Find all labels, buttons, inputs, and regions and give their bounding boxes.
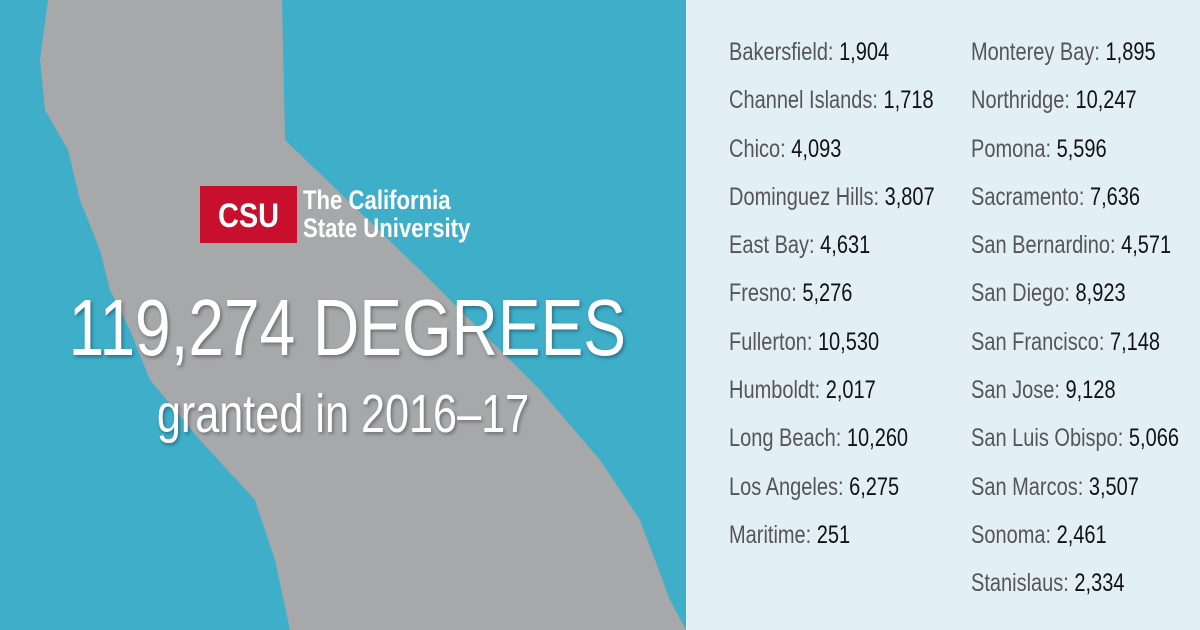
campus-degrees: 4,093 bbox=[791, 134, 842, 163]
campus-name: San Diego: bbox=[971, 279, 1070, 308]
campus-row: Pomona: 5,596 bbox=[971, 131, 1179, 179]
campus-name: Channel Islands: bbox=[729, 86, 878, 115]
campus-degrees: 2,017 bbox=[825, 376, 876, 405]
campus-degrees: 10,530 bbox=[817, 327, 880, 356]
campus-row: Sonoma: 2,461 bbox=[971, 517, 1179, 565]
campus-degrees: 5,276 bbox=[802, 279, 853, 308]
campus-name: Maritime: bbox=[729, 520, 812, 549]
campus-name: East Bay: bbox=[729, 231, 815, 260]
campus-degrees: 7,148 bbox=[1109, 327, 1161, 356]
campus-name: San Bernardino: bbox=[971, 231, 1116, 260]
campus-row: San Francisco: 7,148 bbox=[971, 324, 1179, 372]
campus-degrees: 2,461 bbox=[1056, 520, 1107, 549]
campus-column: Bakersfield: 1,904 Channel Islands: 1,718… bbox=[729, 34, 986, 565]
campus-row: Fullerton: 10,530 bbox=[729, 324, 935, 372]
campus-name: Humboldt: bbox=[729, 376, 821, 405]
campus-name: Stanislaus: bbox=[971, 569, 1069, 598]
subheadline: granted in 2016–17 bbox=[156, 384, 530, 444]
campus-row: Fresno: 5,276 bbox=[729, 275, 935, 323]
campus-name: Fresno: bbox=[729, 279, 797, 308]
campus-name: San Jose: bbox=[971, 376, 1060, 405]
campus-degrees: 5,596 bbox=[1056, 134, 1107, 163]
campus-degrees: 1,718 bbox=[883, 86, 934, 115]
campus-name: Dominguez Hills: bbox=[729, 182, 880, 211]
campus-name: Northridge: bbox=[971, 86, 1070, 115]
campus-degrees: 2,334 bbox=[1074, 569, 1125, 598]
campus-name: Long Beach: bbox=[729, 424, 842, 453]
campus-name: Chico: bbox=[729, 134, 786, 163]
campus-row: San Luis Obispo: 5,066 bbox=[971, 420, 1179, 468]
campus-degrees: 4,631 bbox=[820, 231, 871, 260]
campus-row: Chico: 4,093 bbox=[729, 131, 935, 179]
campus-row: East Bay: 4,631 bbox=[729, 227, 935, 275]
campus-degrees: 251 bbox=[816, 520, 851, 549]
california-shape bbox=[40, 0, 686, 630]
campus-row: San Diego: 8,923 bbox=[971, 275, 1179, 323]
campus-row: Channel Islands: 1,718 bbox=[729, 82, 935, 130]
campus-row: Long Beach: 10,260 bbox=[729, 420, 935, 468]
logo-line: The California bbox=[303, 185, 451, 215]
campus-row: Northridge: 10,247 bbox=[971, 82, 1179, 130]
campus-name: Fullerton: bbox=[729, 327, 813, 356]
campus-row: San Marcos: 3,507 bbox=[971, 469, 1179, 517]
campus-degrees: 10,260 bbox=[846, 424, 909, 453]
campus-name: Sonoma: bbox=[971, 520, 1052, 549]
campus-degrees: 3,807 bbox=[884, 182, 935, 211]
hero-panel: CSU The California State University 119,… bbox=[0, 0, 686, 630]
campus-name: San Marcos: bbox=[971, 472, 1084, 501]
campus-degrees: 9,128 bbox=[1065, 376, 1116, 405]
campus-name: Pomona: bbox=[971, 134, 1052, 163]
campus-degrees: 1,895 bbox=[1105, 38, 1156, 66]
campus-degrees: 3,507 bbox=[1088, 472, 1139, 501]
campus-row: Bakersfield: 1,904 bbox=[729, 34, 935, 82]
campus-row: Dominguez Hills: 3,807 bbox=[729, 179, 935, 227]
campus-column: Monterey Bay: 1,895 Northridge: 10,247 Pom… bbox=[971, 34, 1200, 614]
campus-row: Los Angeles: 6,275 bbox=[729, 469, 935, 517]
campus-name: San Francisco: bbox=[971, 327, 1105, 356]
campus-name: San Luis Obispo: bbox=[971, 424, 1124, 453]
headline: 119,274 DEGREES bbox=[68, 283, 626, 372]
campus-row: Maritime: 251 bbox=[729, 517, 935, 565]
campus-degrees: 8,923 bbox=[1075, 279, 1126, 308]
campus-degrees: 5,066 bbox=[1128, 424, 1179, 453]
logo-badge: CSU bbox=[200, 186, 297, 243]
campus-name: Los Angeles: bbox=[729, 472, 844, 501]
campus-row: San Bernardino: 4,571 bbox=[971, 227, 1179, 275]
campus-row: San Jose: 9,128 bbox=[971, 372, 1179, 420]
campus-degrees: 4,571 bbox=[1121, 231, 1172, 260]
campus-degrees: 1,904 bbox=[839, 38, 890, 66]
campus-degrees: 6,275 bbox=[849, 472, 900, 501]
logo-name: The California State University bbox=[303, 186, 470, 242]
campus-row: Humboldt: 2,017 bbox=[729, 372, 935, 420]
state-map bbox=[40, 0, 686, 630]
campus-name: Sacramento: bbox=[971, 182, 1085, 211]
campus-row: Stanislaus: 2,334 bbox=[971, 565, 1179, 613]
campus-row: Monterey Bay: 1,895 bbox=[971, 34, 1179, 82]
logo-line: State University bbox=[303, 213, 471, 243]
campus-degrees: 7,636 bbox=[1089, 182, 1141, 211]
campus-degrees: 10,247 bbox=[1075, 86, 1137, 115]
campus-row: Sacramento: 7,636 bbox=[971, 179, 1179, 227]
logo-abbreviation: CSU bbox=[217, 197, 280, 235]
campus-name: Bakersfield: bbox=[729, 38, 834, 66]
campus-name: Monterey Bay: bbox=[971, 38, 1100, 66]
